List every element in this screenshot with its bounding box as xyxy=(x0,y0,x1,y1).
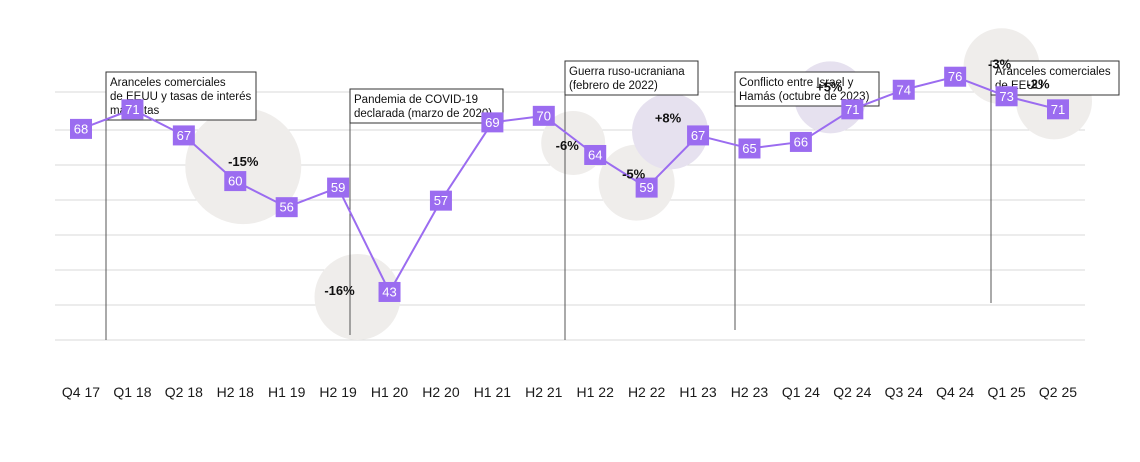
data-marker-6 xyxy=(378,281,401,302)
event-label-2-0: Guerra ruso-ucraniana xyxy=(569,66,685,78)
data-label-17: 76 xyxy=(948,69,962,84)
change-label-4: +8% xyxy=(655,110,682,125)
data-label-3: 60 xyxy=(228,174,242,189)
data-label-11: 59 xyxy=(639,180,653,195)
data-marker-15 xyxy=(841,99,864,120)
x-tick-label-17: Q4 24 xyxy=(936,384,974,400)
x-tick-label-9: H2 21 xyxy=(525,384,563,400)
data-label-8: 69 xyxy=(485,115,499,130)
change-label-0: -15% xyxy=(228,154,259,169)
data-marker-0 xyxy=(70,118,92,139)
x-axis-ticks: Q4 17 Q1 18 Q2 18 H2 18 H1 19 H2 19 H1 20 H2 20… xyxy=(62,384,1077,400)
data-marker-16 xyxy=(892,79,915,100)
data-marker-5 xyxy=(327,177,350,198)
event-box-1 xyxy=(349,88,504,124)
x-tick-label-7: H2 20 xyxy=(422,384,460,400)
change-label-2: -6% xyxy=(556,138,580,153)
data-label-0: 68 xyxy=(74,121,88,136)
data-marker-1 xyxy=(121,99,144,120)
data-label-15: 71 xyxy=(845,102,859,117)
x-tick-label-16: Q3 24 xyxy=(885,384,923,400)
x-tick-label-10: H1 22 xyxy=(577,384,615,400)
data-marker-11 xyxy=(635,177,658,198)
event-label-1-1: declarada (marzo de 2020) xyxy=(354,108,492,120)
x-tick-label-1: Q1 18 xyxy=(113,384,151,400)
data-marker-4 xyxy=(275,197,298,218)
data-label-10: 64 xyxy=(588,147,602,162)
x-tick-label-13: H2 23 xyxy=(731,384,769,400)
data-label-13: 65 xyxy=(742,141,756,156)
x-tick-label-0: Q4 17 xyxy=(62,384,100,400)
x-tick-label-18: Q1 25 xyxy=(988,384,1026,400)
data-label-19: 71 xyxy=(1051,102,1065,117)
event-label-0-0: Aranceles comerciales xyxy=(110,77,226,89)
x-tick-label-4: H1 19 xyxy=(268,384,306,400)
data-marker-2 xyxy=(172,125,195,146)
x-tick-label-2: Q2 18 xyxy=(165,384,203,400)
data-label-16: 74 xyxy=(897,82,911,97)
change-bubble-0 xyxy=(185,108,302,225)
x-tick-label-8: H1 21 xyxy=(474,384,512,400)
change-label-5: +5% xyxy=(816,79,843,94)
data-label-9: 70 xyxy=(537,108,551,123)
data-label-1: 71 xyxy=(125,102,139,117)
event-box-2 xyxy=(564,60,699,96)
data-label-5: 59 xyxy=(331,180,345,195)
data-label-18: 73 xyxy=(999,89,1013,104)
data-marker-17 xyxy=(944,66,967,87)
data-label-14: 66 xyxy=(794,134,808,149)
data-marker-13 xyxy=(738,138,761,159)
data-label-7: 57 xyxy=(434,193,448,208)
data-marker-3 xyxy=(224,171,247,192)
data-label-6: 43 xyxy=(382,284,396,299)
x-tick-label-11: H2 22 xyxy=(628,384,666,400)
data-marker-18 xyxy=(995,86,1018,107)
data-marker-10 xyxy=(584,144,607,165)
event-label-1-0: Pandemia de COVID-19 xyxy=(354,94,478,106)
data-label-12: 67 xyxy=(691,128,705,143)
x-tick-label-6: H1 20 xyxy=(371,384,409,400)
data-marker-14 xyxy=(789,131,812,152)
x-tick-label-3: H2 18 xyxy=(217,384,255,400)
data-marker-7 xyxy=(429,190,452,211)
change-labels: -15% -16% -6% -5% +8% +5% -3% -2% xyxy=(228,56,1050,298)
event-label-4-0: Aranceles comerciales xyxy=(995,66,1111,78)
data-markers: 68 71 67 60 56 59 43 57 69 70 64 59 67 65 66 71 74 76 73 71 xyxy=(70,66,1069,302)
x-tick-label-5: H2 19 xyxy=(319,384,357,400)
data-marker-9 xyxy=(532,105,555,126)
event-label-3-1: Hamás (octubre de 2023) xyxy=(739,91,870,103)
change-bubble-1 xyxy=(314,253,401,340)
event-label-0-1: de EEUU y tasas de interés xyxy=(110,91,252,103)
x-tick-label-12: H1 23 xyxy=(679,384,717,400)
data-marker-19 xyxy=(1047,99,1069,120)
data-marker-12 xyxy=(687,125,710,146)
change-label-6: -3% xyxy=(988,56,1012,71)
data-marker-8 xyxy=(481,112,504,133)
event-label-3-0: Conflicto entre Israel y xyxy=(739,77,854,89)
change-label-1: -16% xyxy=(324,283,355,298)
event-label-2-1: (febrero de 2022) xyxy=(569,80,658,92)
change-label-3: -5% xyxy=(622,167,646,182)
x-tick-label-19: Q2 25 xyxy=(1039,384,1077,400)
data-label-4: 56 xyxy=(279,200,293,215)
change-bubble-4 xyxy=(632,93,709,170)
x-tick-label-14: Q1 24 xyxy=(782,384,820,400)
x-tick-label-15: Q2 24 xyxy=(833,384,871,400)
data-label-2: 67 xyxy=(177,128,191,143)
change-label-7: -2% xyxy=(1026,76,1050,91)
